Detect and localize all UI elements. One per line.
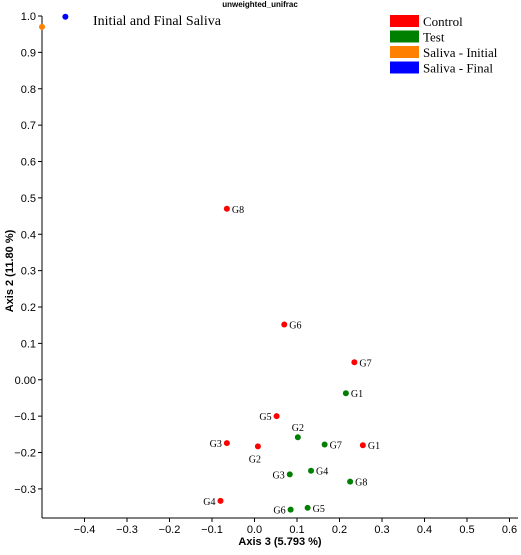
- legend-swatch: [390, 15, 419, 27]
- series-saliva-final: [62, 13, 69, 20]
- x-tick-label: 0.1: [289, 524, 304, 536]
- y-tick-label: −0.3: [14, 484, 36, 496]
- y-tick-label: 0.3: [21, 266, 36, 278]
- x-tick-label: −0.2: [159, 524, 181, 536]
- point-label: G2: [292, 423, 304, 434]
- point-label: G3: [273, 470, 285, 481]
- data-points: G8 G6 G7 G5 G3 G2 G1 G4 G1 G2 G7 G4 G3 G8 G5 G6: [39, 13, 380, 517]
- data-point: [351, 359, 358, 366]
- data-point: [223, 205, 230, 212]
- data-point: [304, 504, 311, 511]
- axes: −0.4 −0.3 −0.2 −0.1 0.0 0.1 0.2 0.3 0.4 0.5 0.6 −0.…: [14, 11, 518, 536]
- x-tick-label: 0.4: [417, 524, 432, 536]
- point-label: G8: [232, 205, 244, 216]
- point-label: G1: [368, 441, 380, 452]
- data-point: [62, 13, 69, 20]
- legend-swatch: [390, 61, 419, 74]
- point-label: G7: [330, 441, 342, 452]
- data-point: [308, 467, 315, 474]
- x-tick-label: −0.3: [116, 524, 138, 536]
- x-tick-label: 0.2: [332, 524, 347, 536]
- point-label: G4: [203, 497, 215, 508]
- data-point: [281, 321, 288, 328]
- y-tick-label: −0.1: [14, 411, 36, 423]
- data-point: [254, 443, 261, 450]
- data-point: [321, 441, 328, 448]
- y-axis-label: Axis 2 (11.80 %): [4, 229, 16, 312]
- point-label: G4: [316, 467, 328, 478]
- data-point: [294, 434, 301, 441]
- y-tick-label: 1.0: [21, 11, 36, 23]
- y-tick-label: 0.5: [21, 193, 36, 205]
- data-point: [342, 390, 349, 397]
- point-label: G5: [313, 504, 325, 515]
- point-label: G6: [273, 506, 285, 517]
- x-tick-label: 0.5: [459, 524, 474, 536]
- data-point: [347, 478, 354, 485]
- point-label: G5: [259, 412, 271, 423]
- x-tick-label: −0.1: [201, 524, 223, 536]
- series-test: G1 G2 G7 G4 G3 G8 G5 G6: [273, 389, 368, 516]
- legend-swatch: [390, 30, 419, 43]
- y-tick-label: 0.1: [21, 338, 36, 350]
- data-point: [273, 413, 280, 420]
- data-point: [223, 440, 230, 447]
- point-label: G1: [351, 389, 363, 400]
- point-label: G3: [210, 439, 222, 450]
- y-tick-label: 0.00: [15, 375, 36, 387]
- data-point: [217, 497, 224, 504]
- legend-label: Saliva - Initial: [423, 45, 498, 60]
- x-tick-label: 0.0: [247, 524, 262, 536]
- y-tick-label: 0.4: [21, 229, 36, 241]
- point-label: G7: [359, 358, 371, 369]
- y-tick-label: 0.2: [21, 302, 36, 314]
- series-control: G8 G6 G7 G5 G3 G2 G1 G4: [203, 205, 380, 508]
- data-point: [39, 23, 45, 30]
- legend-label: Test: [423, 30, 445, 45]
- y-tick-label: 0.8: [21, 84, 36, 96]
- y-tick-label: 0.9: [21, 47, 36, 59]
- point-label: G2: [249, 454, 261, 465]
- data-point: [287, 506, 294, 513]
- data-point: [359, 442, 366, 449]
- y-tick-label: −0.2: [14, 448, 36, 460]
- series-saliva-initial: [39, 23, 45, 30]
- x-tick-label: 0.3: [374, 524, 389, 536]
- point-label: G8: [355, 478, 367, 489]
- x-axis-label: Axis 3 (5.793 %): [238, 536, 321, 548]
- plot-annotation: Initial and Final Saliva: [93, 14, 222, 29]
- y-tick-label: 0.6: [21, 157, 36, 169]
- point-label: G6: [289, 320, 301, 331]
- x-tick-label: −0.4: [74, 524, 96, 536]
- data-point: [286, 471, 293, 478]
- legend-swatch: [390, 46, 419, 58]
- chart-title: unweighted_unifrac: [222, 0, 298, 9]
- legend-label: Control: [423, 14, 463, 29]
- legend-label: Saliva - Final: [423, 61, 493, 76]
- y-tick-label: 0.7: [21, 120, 36, 132]
- x-tick-label: 0.6: [502, 524, 517, 536]
